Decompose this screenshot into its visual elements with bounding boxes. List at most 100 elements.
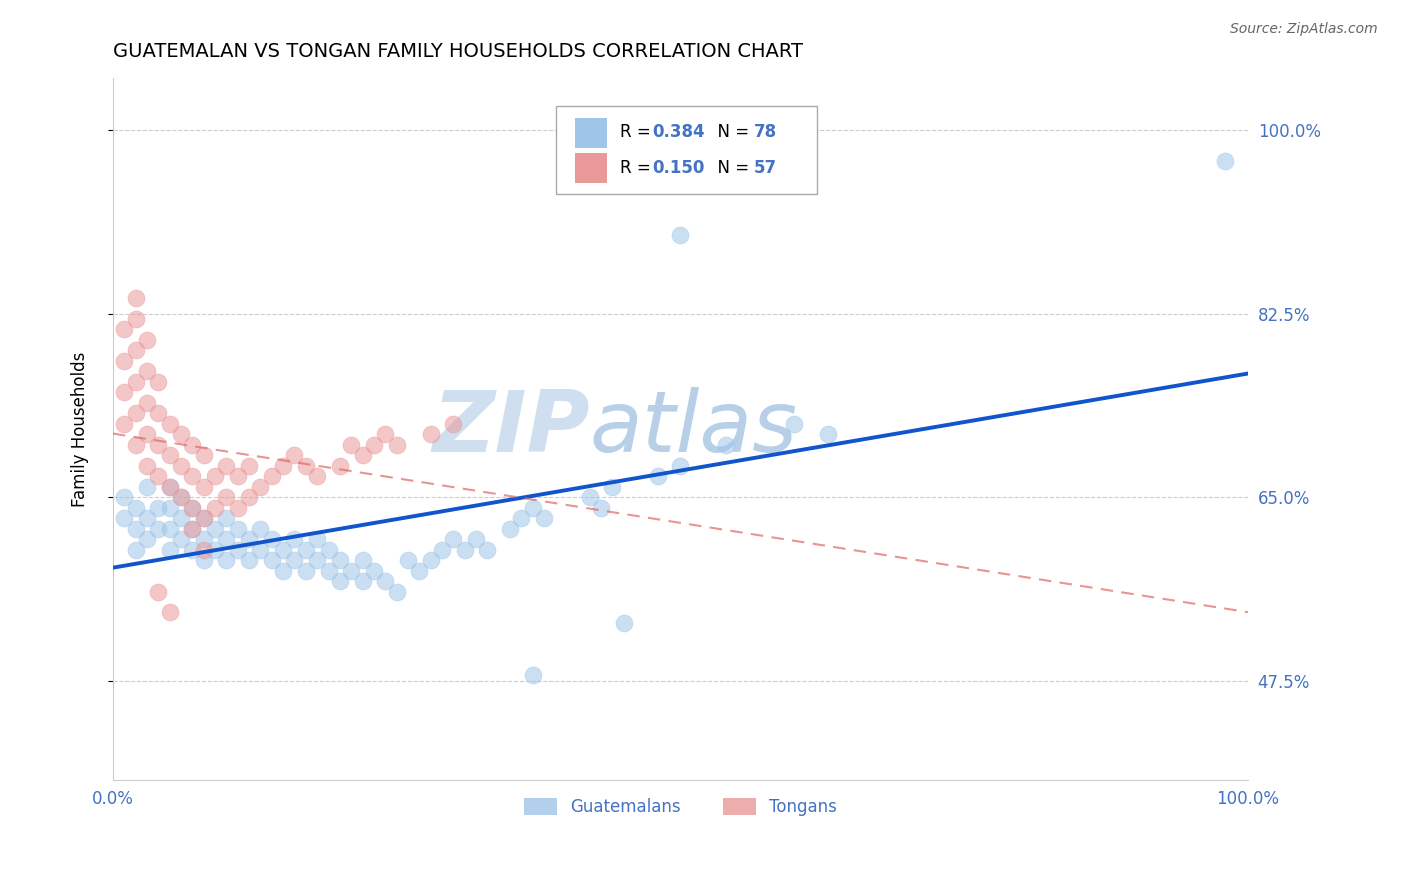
Point [374,574,396,588]
Y-axis label: Family Households: Family Households [72,351,89,507]
Point [159,606,181,620]
Point [295,542,318,557]
FancyBboxPatch shape [555,105,817,194]
Point [249,480,271,494]
Point [193,448,215,462]
Point [238,553,260,567]
Text: 0.150: 0.150 [652,159,704,177]
Point [181,522,204,536]
Point [613,615,636,630]
Text: R =: R = [620,123,657,142]
Bar [575,119,606,148]
Point [193,532,215,546]
Point [135,532,157,546]
Point [159,522,181,536]
Point [408,564,430,578]
Point [124,500,146,515]
Text: Source: ZipAtlas.com: Source: ZipAtlas.com [1230,22,1378,37]
Point [238,490,260,504]
Point [215,532,238,546]
Text: ZIP: ZIP [432,387,589,470]
Point [124,343,146,358]
Point [329,553,352,567]
Point [226,542,249,557]
Point [124,438,146,452]
Point [170,511,193,525]
Point [647,469,669,483]
Point [112,511,135,525]
Point [600,480,623,494]
Point [283,448,305,462]
Point [148,406,170,420]
Point [260,532,283,546]
Point [363,564,385,578]
Text: R =: R = [620,159,657,177]
Point [193,480,215,494]
Point [510,511,533,525]
Point [260,469,283,483]
Point [159,448,181,462]
Point [340,438,363,452]
Point [817,427,839,442]
Point [352,574,374,588]
Point [589,500,612,515]
Point [374,427,396,442]
Point [159,500,181,515]
Point [249,522,271,536]
Point [215,553,238,567]
Point [170,458,193,473]
Point [148,438,170,452]
Point [714,438,737,452]
Point [430,542,453,557]
Point [441,532,464,546]
Point [112,385,135,400]
Point [193,511,215,525]
Point [522,668,544,682]
Point [238,458,260,473]
Point [181,522,204,536]
Legend: Guatemalans, Tongans: Guatemalans, Tongans [516,789,845,825]
Point [204,469,226,483]
Point [148,584,170,599]
Bar [575,153,606,183]
Point [135,511,157,525]
Point [271,564,294,578]
Point [159,417,181,431]
Point [419,553,441,567]
Point [170,427,193,442]
Point [135,427,157,442]
Point [135,364,157,378]
Point [112,490,135,504]
Point [135,395,157,409]
Point [249,542,271,557]
Point [135,458,157,473]
Text: 0.384: 0.384 [652,123,704,142]
Point [363,438,385,452]
Text: atlas: atlas [589,387,797,470]
Point [148,375,170,389]
Point [124,375,146,389]
Point [1213,154,1236,169]
Point [124,542,146,557]
Point [112,353,135,368]
Point [307,553,329,567]
Point [271,542,294,557]
Point [396,553,419,567]
Point [522,500,544,515]
Point [124,522,146,536]
Text: N =: N = [707,123,754,142]
Point [170,490,193,504]
Point [578,490,600,504]
Point [295,458,318,473]
Point [124,406,146,420]
Point [112,322,135,336]
Point [170,490,193,504]
Point [204,522,226,536]
Point [215,490,238,504]
Point [148,522,170,536]
Point [283,532,305,546]
Point [533,511,555,525]
Point [181,438,204,452]
Point [193,542,215,557]
Point [159,480,181,494]
